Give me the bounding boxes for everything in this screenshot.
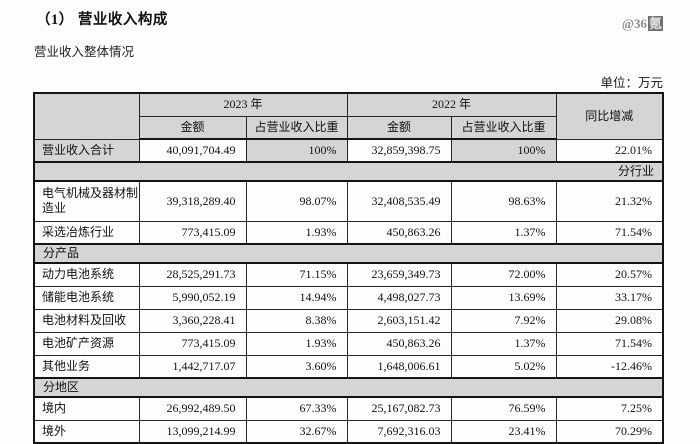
table-row: 境外 13,099,214.99 32.67% 7,692,316.03 23.…	[33, 419, 664, 444]
cell-label: 营业收入合计	[33, 138, 140, 163]
table-row-section-region: 分地区	[33, 377, 664, 398]
table-row: 采选冶炼行业 773,415.09 1.93% 450,863.26 1.37%…	[33, 220, 664, 245]
cell-amount-2023: 773,415.09	[138, 220, 247, 245]
unit-label: 单位：万元	[600, 76, 663, 90]
table-row: 动力电池系统 28,525,291.73 71.15% 23,659,349.7…	[33, 262, 664, 287]
table-row: 境内 26,992,489.50 67.33% 25,167,082.73 76…	[33, 396, 664, 421]
cell-yoy: 21.32%	[555, 180, 664, 222]
cell-label: 电池材料及回收	[33, 308, 140, 333]
cell-pct-2023: 3.60%	[245, 354, 348, 379]
cell-pct-2022: 76.59%	[450, 396, 557, 421]
cell-yoy: 20.57%	[555, 262, 664, 287]
section-subtitle: 营业收入整体情况	[34, 45, 135, 59]
section-label: 分行业	[33, 161, 664, 182]
cell-amount-2023: 26,992,489.50	[138, 396, 247, 421]
cell-pct-2023: 98.07%	[245, 180, 348, 222]
cell-amount-2023: 1,442,717.07	[138, 354, 247, 379]
header-cell-yoy: 同比增减	[555, 92, 664, 140]
cell-amount-2022: 7,692,316.03	[346, 419, 452, 444]
cell-yoy: 22.01%	[555, 138, 664, 163]
cell-label: 动力电池系统	[33, 262, 140, 287]
cell-yoy: -12.46%	[555, 354, 664, 379]
cell-amount-2023: 40,091,704.49	[138, 138, 247, 163]
cell-amount-2023: 773,415.09	[138, 331, 247, 356]
cell-amount-2022: 450,863.26	[346, 331, 452, 356]
cell-label: 储能电池系统	[33, 285, 140, 310]
header-row-years: 2023 年 2022 年 同比增减	[33, 92, 664, 140]
cell-amount-2022: 32,408,535.49	[346, 180, 452, 222]
cell-pct-2023: 100%	[245, 138, 348, 163]
cell-amount-2023: 39,318,289.40	[138, 180, 247, 222]
watermark-text: @36	[621, 16, 647, 31]
cell-pct-2023: 1.93%	[245, 331, 348, 356]
cell-label: 境外	[33, 419, 140, 444]
header-row-measures: 金额 占营业收入比重 金额 占营业收入比重	[34, 115, 663, 140]
cell-pct-2023: 1.93%	[245, 220, 348, 245]
table-row: 电池材料及回收 3,360,228.41 8.38% 2,603,151.42 …	[33, 308, 664, 333]
cell-amount-2022: 23,659,349.73	[346, 262, 452, 287]
watermark-36kr: @36 氪	[622, 13, 663, 32]
header-cell-2022: 2022 年	[346, 92, 557, 117]
cell-pct-2022: 5.02%	[450, 354, 557, 379]
table-row: 电池矿产资源 773,415.09 1.93% 450,863.26 1.37%…	[33, 331, 664, 356]
header-cell-empty	[33, 92, 140, 140]
header-cell-amount-2022: 金额	[346, 115, 452, 140]
header-cell-amount-2023: 金额	[138, 115, 247, 140]
cell-amount-2022: 1,648,006.61	[346, 354, 452, 379]
cell-amount-2023: 28,525,291.73	[138, 262, 247, 287]
table-row-total: 营业收入合计 40,091,704.49 100% 32,859,398.75 …	[33, 138, 664, 163]
cell-pct-2022: 72.00%	[450, 262, 557, 287]
cell-label: 电池矿产资源	[33, 331, 140, 356]
cell-amount-2022: 32,859,398.75	[346, 138, 452, 163]
cell-label: 电气机械及器材制造业	[33, 180, 140, 222]
cell-label: 采选冶炼行业	[33, 220, 140, 245]
table-row: 储能电池系统 5,990,052.19 14.94% 4,498,027.73 …	[33, 285, 664, 310]
cell-pct-2022: 13.69%	[450, 285, 557, 310]
table-row: 电气机械及器材制造业 39,318,289.40 98.07% 32,408,5…	[33, 180, 664, 222]
cell-pct-2023: 32.67%	[245, 419, 348, 444]
cell-amount-2022: 4,498,027.73	[346, 285, 452, 310]
revenue-composition-table: 2023 年 2022 年 同比增减 金额 占营业收入比重 金额 占营业收入比重…	[33, 92, 665, 444]
cell-yoy: 33.17%	[555, 285, 664, 310]
cell-pct-2022: 100%	[450, 138, 557, 163]
cell-yoy: 7.25%	[555, 396, 664, 421]
cell-label: 其他业务	[33, 354, 140, 379]
header-cell-2023: 2023 年	[138, 92, 348, 117]
watermark-kr-logo-icon: 氪	[647, 16, 663, 31]
cell-pct-2022: 23.41%	[450, 419, 557, 444]
cell-pct-2023: 67.33%	[245, 396, 348, 421]
cell-pct-2022: 1.37%	[450, 331, 557, 356]
cell-amount-2022: 25,167,082.73	[346, 396, 452, 421]
cell-yoy: 29.08%	[555, 308, 664, 333]
page-title: （1） 营业收入构成	[36, 12, 168, 28]
cell-yoy: 71.54%	[555, 331, 664, 356]
cell-pct-2022: 1.37%	[450, 220, 557, 245]
section-label: 分产品	[33, 243, 664, 264]
cell-pct-2023: 14.94%	[245, 285, 348, 310]
table-row-section-product: 分产品	[33, 243, 664, 264]
table-row: 其他业务 1,442,717.07 3.60% 1,648,006.61 5.0…	[33, 354, 664, 379]
cell-amount-2022: 450,863.26	[346, 220, 452, 245]
header-cell-pct-2022: 占营业收入比重	[450, 115, 557, 140]
cell-amount-2022: 2,603,151.42	[346, 308, 452, 333]
cell-pct-2022: 98.63%	[450, 180, 557, 222]
cell-amount-2023: 5,990,052.19	[138, 285, 247, 310]
cell-amount-2023: 13,099,214.99	[138, 419, 247, 444]
cell-pct-2023: 71.15%	[245, 262, 348, 287]
cell-amount-2023: 3,360,228.41	[138, 308, 247, 333]
table-row-section-industry: 分行业	[33, 161, 664, 182]
cell-pct-2022: 7.92%	[450, 308, 557, 333]
header-cell-pct-2023: 占营业收入比重	[245, 115, 348, 140]
cell-yoy: 70.29%	[555, 419, 664, 444]
section-label: 分地区	[33, 377, 664, 398]
cell-yoy: 71.54%	[555, 220, 664, 245]
cell-pct-2023: 8.38%	[245, 308, 348, 333]
cell-label: 境内	[33, 396, 140, 421]
